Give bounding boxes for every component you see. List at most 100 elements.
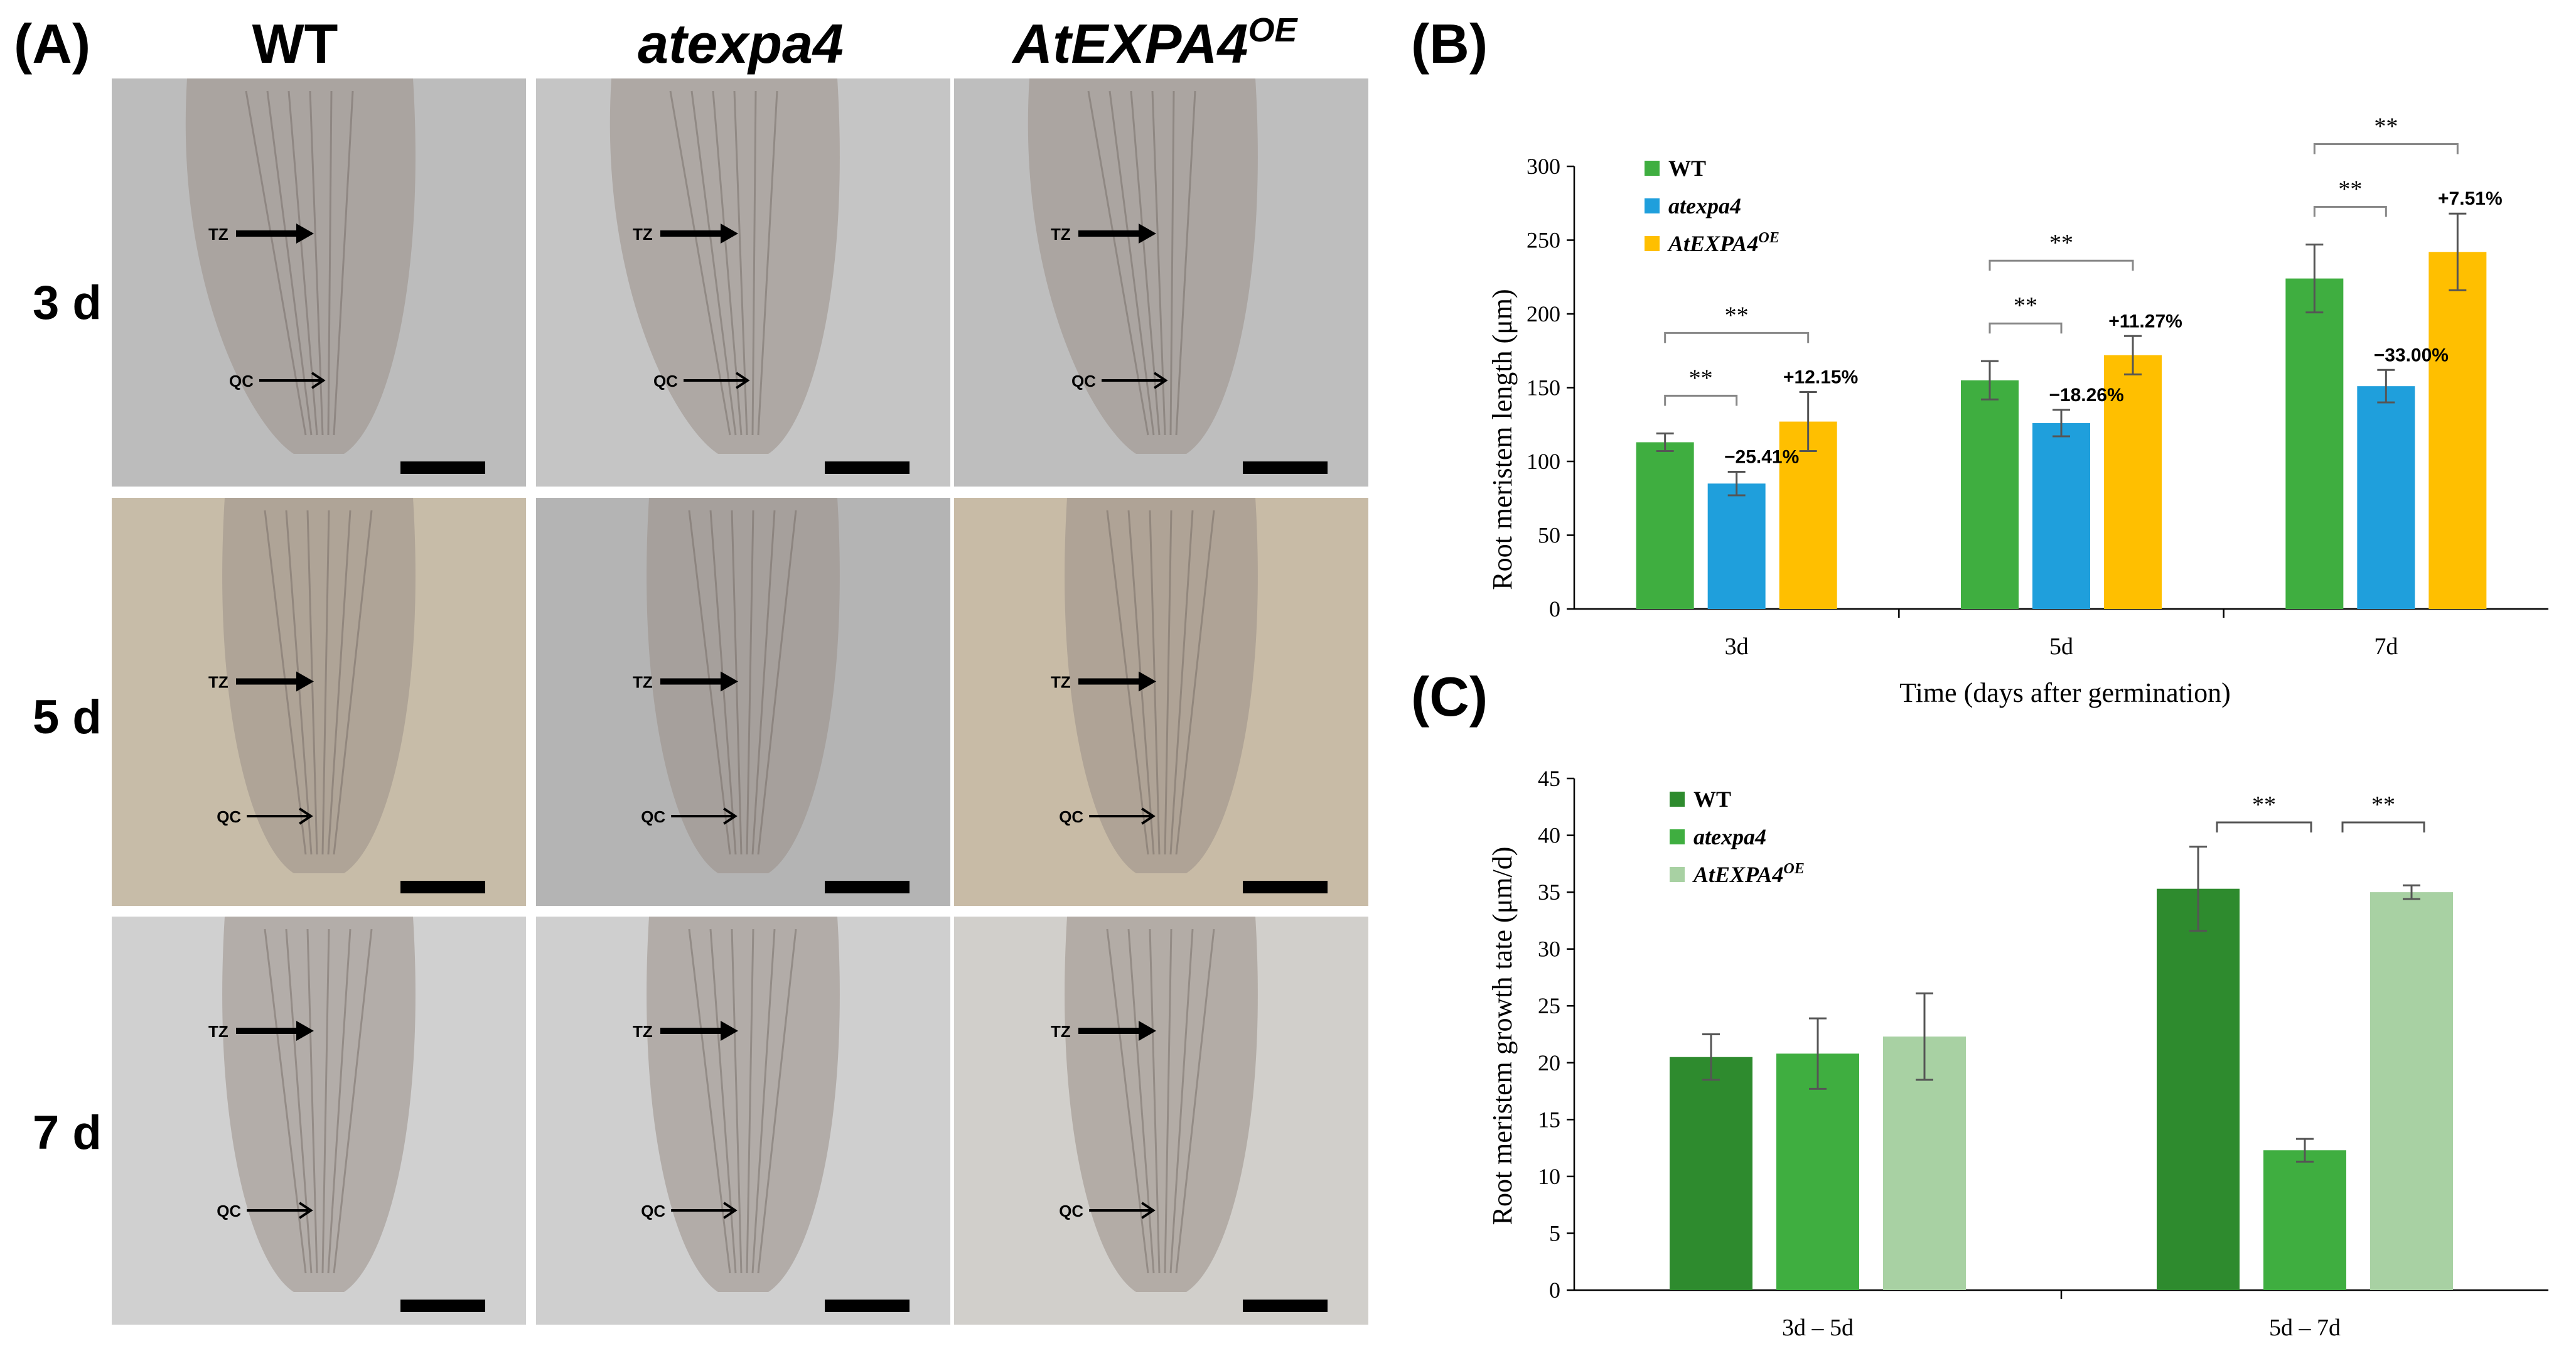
significance-stars: ** [2252,792,2276,818]
root-tissue [647,498,840,873]
x-tick-label: 5d – 7d [2269,1315,2341,1341]
scale-bar [400,1300,485,1312]
bar-atexpa4-1 [1776,1053,1859,1290]
chart-b-xlabel: Time (days after germination) [1899,677,2230,708]
y-tick-label: 40 [1538,823,1560,848]
cell-file [1164,929,1173,1274]
cell-file [757,929,797,1274]
legend-swatch [1645,198,1660,213]
y-tick-label: 15 [1538,1107,1560,1132]
micrograph-r3-c3: TZ QC [954,917,1368,1325]
cell-file [327,510,352,855]
bar-atexpa4-2 [2032,423,2090,609]
cell-file [1164,510,1173,855]
cell-file [333,929,373,1274]
cell-file [1149,929,1161,1274]
tz-label: TZ [208,1022,228,1041]
cell-file [1106,929,1149,1274]
tz-arrow-head [296,223,314,244]
y-tick-label: 30 [1538,937,1560,962]
cell-file [751,929,776,1274]
bar-atexpa4-2 [2104,355,2162,609]
scale-bar [825,461,910,474]
qc-arrow-head [723,1202,738,1219]
legend-swatch [1670,867,1685,882]
cell-file [731,510,743,855]
cell-file [245,90,307,436]
micrograph-r3-c1: TZ QC [112,917,526,1325]
chart-b: 0 50 100 150 200 250 300 3d 5d 7d WT atexpa4 AtEXPA4… [1527,114,2548,660]
bar-atexpa4-3 [2428,252,2487,609]
tz-arrow-head [296,1021,314,1041]
tz-label: TZ [1051,225,1071,244]
scale-bar [1243,1300,1328,1312]
significance-stars: ** [2374,114,2398,140]
value-label: +11.27% [2108,311,2182,331]
column-header-atexpa4: atexpa4 [638,13,844,75]
significance-bracket: ** [1988,293,2063,334]
cell-file [688,929,731,1274]
qc-label: QC [1059,1202,1083,1220]
y-tick-label: 50 [1538,523,1560,548]
legend-swatch [1670,792,1685,807]
significance-bracket: ** [2313,114,2459,154]
qc-arrow-head [311,372,326,389]
cell-file [287,90,318,436]
error-bar [2124,335,2142,375]
cell-file [285,929,313,1274]
error-bar [1981,360,1999,401]
legend-swatch [1645,161,1660,176]
tz-label: TZ [208,225,228,244]
value-label: +12.15% [1783,367,1858,388]
cell-file [757,90,778,436]
scale-bar [400,461,485,474]
panel-c: (C) Root meristem growth tate (μm/d) 0 5 1… [1411,665,2548,1341]
significance-bracket: ** [2216,792,2312,832]
error-bar [2296,1138,2314,1163]
cell-file [1127,929,1155,1274]
bar-wt-3 [2285,278,2344,610]
cell-file [1169,510,1194,855]
root-tissue [609,78,840,454]
row-label-3d: 3 d [33,276,102,330]
y-tick-label: 0 [1549,596,1560,622]
panel-a: (A) WT atexpa4 AtEXPA4OE 3 d 5 d 7 d TZ Q… [14,11,1368,1325]
column-header-atexpa4-oe: AtEXPA4OE [1012,11,1299,75]
cell-file [327,90,333,436]
tz-label: TZ [208,673,228,692]
tz-label: TZ [633,225,653,244]
cell-file [757,510,797,855]
scale-bar [825,881,910,893]
tz-label: TZ [1051,673,1071,692]
x-tick-label: 3d – 5d [1782,1315,1854,1341]
qc-label: QC [1071,372,1096,390]
row-label-7d: 7 d [33,1106,102,1160]
qc-arrow-head [299,1202,313,1219]
legend-label: atexpa4 [1668,193,1741,218]
legend-label: AtEXPA4OE [1692,861,1805,887]
bar-atexpa4-1 [1707,483,1766,609]
value-label: +7.51% [2438,188,2503,209]
significance-stars: ** [2049,230,2073,256]
qc-label: QC [641,1202,665,1220]
qc-arrow-head [1141,807,1156,825]
tz-label: TZ [633,673,653,692]
cell-file [266,90,313,436]
micrograph-r1-c1: TZ QC [112,78,526,487]
cell-file [1130,90,1161,436]
error-bar [2189,846,2207,932]
qc-arrow-head [1153,372,1168,389]
qc-arrow-head [1141,1202,1156,1219]
scale-bar [1243,461,1328,474]
significance-bracket: ** [1988,230,2134,271]
cell-file [333,90,354,436]
root-tissue [222,917,416,1292]
panel-a-label: (A) [14,13,90,75]
micrograph-r2-c3: TZ QC [954,498,1368,906]
y-tick-label: 5 [1549,1220,1560,1246]
tz-label: TZ [1051,1022,1071,1041]
y-tick-label: 35 [1538,880,1560,905]
chart-c-ylabel: Root meristem growth tate (μm/d) [1487,847,1518,1225]
qc-label: QC [229,372,254,390]
micrograph-r2-c1: TZ QC [112,498,526,906]
